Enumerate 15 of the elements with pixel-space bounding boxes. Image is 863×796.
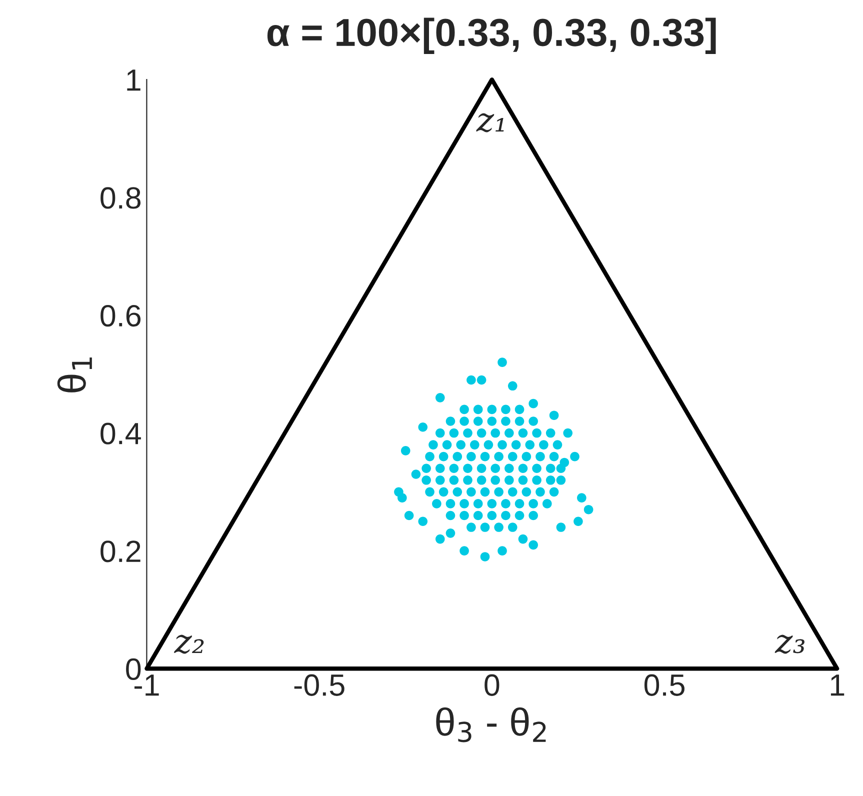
- x-tick-label: 1: [830, 674, 844, 696]
- annotation: z₂: [174, 634, 204, 654]
- x-axis-title: θ$_{3}$ - θ$_{2}$: [436, 707, 546, 742]
- x-tick-label: 0: [484, 674, 500, 696]
- y-tick-label: 0.8: [100, 187, 141, 209]
- y-axis-title: θ$_{1}$: [57, 358, 92, 392]
- x-tick-label: 0.5: [644, 674, 684, 696]
- y-tick-label: 0.4: [100, 422, 141, 444]
- y-tick-label: 1: [127, 70, 140, 91]
- annotation: z₃: [774, 634, 804, 654]
- y-tick-label: 0.6: [100, 304, 141, 327]
- x-tick-label: -0.5: [294, 674, 344, 696]
- y-tick-label: 0.2: [100, 540, 140, 562]
- annotation: z₁: [476, 113, 504, 132]
- chart-title: α = 100×[0.33, 0.33, 0.33]: [267, 18, 716, 54]
